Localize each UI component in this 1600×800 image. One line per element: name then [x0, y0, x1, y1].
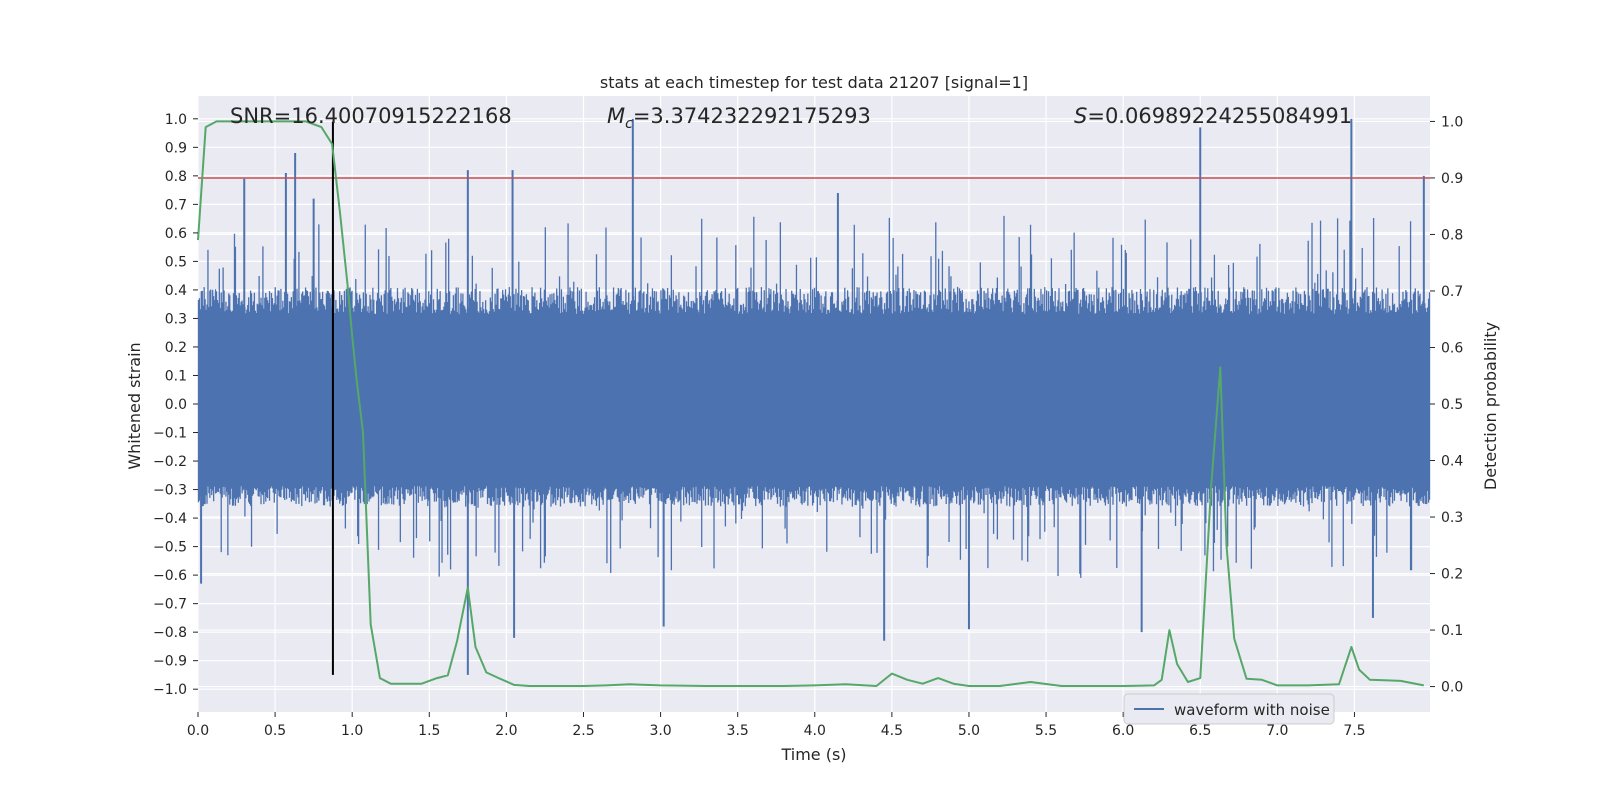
y-tick-label: 0.5: [165, 254, 187, 270]
waveform-series: [197, 118, 1431, 675]
s-value: =0.06989224255084991: [1087, 104, 1352, 128]
y-tick-label: 0.1: [165, 368, 187, 384]
chart-title: stats at each timestep for test data 212…: [600, 73, 1028, 92]
y-tick-label: −0.8: [153, 625, 187, 641]
legend: waveform with noise: [1123, 693, 1335, 725]
x-tick-label: 6.5: [1189, 723, 1211, 739]
chirp-mass-subscript: c: [625, 116, 633, 132]
y-tick-label: −0.1: [153, 426, 187, 442]
y-tick-label: −0.2: [153, 454, 187, 470]
y-tick-label: −0.5: [153, 540, 187, 556]
chirp-mass-annotation: Mc=3.374232292175293: [607, 104, 871, 132]
y-tick-label: 0.8: [165, 169, 187, 185]
x-tick-label: 5.5: [1035, 723, 1057, 739]
x-tick-label: 3.5: [727, 723, 749, 739]
y-tick-label: 1.0: [165, 112, 187, 128]
y-tick-label: 0.2: [165, 340, 187, 356]
x-tick-label: 5.0: [958, 723, 980, 739]
chirp-mass-value: =3.374232292175293: [633, 104, 871, 128]
legend-entry-waveform: waveform with noise: [1174, 701, 1330, 719]
legend-box: [1123, 693, 1335, 725]
y2-tick-label: 0.2: [1441, 567, 1463, 583]
y-tick-label: 0.7: [165, 197, 187, 213]
x-tick-label: 7.5: [1343, 723, 1365, 739]
y2-tick-label: 0.6: [1441, 340, 1463, 356]
x-axis-label: Time (s): [780, 745, 846, 764]
y2-tick-label: 0.5: [1441, 397, 1463, 413]
y2-tick-label: 0.9: [1441, 171, 1463, 187]
y2-tick-label: 0.7: [1441, 284, 1463, 300]
x-tick-label: 3.0: [649, 723, 671, 739]
y-tick-label: −1.0: [153, 682, 187, 698]
x-tick-label: 0.5: [264, 723, 286, 739]
y2-axis-ticks: 1.0 0.9 0.8 0.7 0.6 0.5 0.4 0.3 0.2 0.1 0.0: [1430, 114, 1463, 696]
x-tick-label: 1.5: [418, 723, 440, 739]
y-tick-label: −0.9: [153, 654, 187, 670]
s-annotation: S=0.06989224255084991: [1074, 104, 1352, 128]
y-tick-label: −0.4: [153, 511, 187, 527]
chirp-mass-symbol: M: [607, 104, 625, 128]
waveform-dense-core: [198, 346, 1430, 462]
y2-tick-label: 0.4: [1441, 454, 1463, 470]
reference-lines: [198, 121, 1430, 675]
x-tick-label: 2.0: [495, 723, 517, 739]
plot-area: [197, 118, 1431, 687]
x-axis-ticks: 0.0 0.5 1.0 1.5 2.0 2.5 3.0 3.5 4.0 4.5 5.0 5.5 6.0 6…: [187, 712, 1366, 739]
y2-tick-label: 1.0: [1441, 114, 1463, 130]
y2-axis-label: Detection probability: [1481, 322, 1500, 490]
y2-tick-label: 0.3: [1441, 510, 1463, 526]
y-tick-label: 0.6: [165, 226, 187, 242]
y-axis-label: Whitened strain: [125, 342, 144, 469]
y-tick-label: 0.3: [165, 311, 187, 327]
y2-tick-label: 0.8: [1441, 227, 1463, 243]
y-tick-label: −0.3: [153, 483, 187, 499]
y-axis-ticks: 1.0 0.9 0.8 0.7 0.6 0.5 0.4 0.3 0.2 0.1 0.0 −0.1 −0.…: [153, 112, 198, 698]
x-tick-label: 0.0: [187, 723, 209, 739]
y-tick-label: 0.4: [165, 283, 187, 299]
y-tick-label: 0.9: [165, 140, 187, 156]
y-tick-label: −0.6: [153, 568, 187, 584]
x-tick-label: 6.0: [1112, 723, 1134, 739]
x-tick-label: 1.0: [341, 723, 363, 739]
x-tick-label: 2.5: [572, 723, 594, 739]
snr-annotation: SNR=16.40070915222168: [230, 104, 512, 128]
s-symbol: S: [1074, 104, 1087, 128]
probability-line: [197, 120, 1424, 687]
y2-tick-label: 0.0: [1441, 680, 1463, 696]
x-tick-label: 4.5: [881, 723, 903, 739]
x-tick-label: 7.0: [1266, 723, 1288, 739]
y-tick-label: 0.0: [165, 397, 187, 413]
y-tick-label: −0.7: [153, 597, 187, 613]
x-tick-label: 4.0: [804, 723, 826, 739]
y2-tick-label: 0.1: [1441, 623, 1463, 639]
probability-series: [197, 120, 1424, 687]
